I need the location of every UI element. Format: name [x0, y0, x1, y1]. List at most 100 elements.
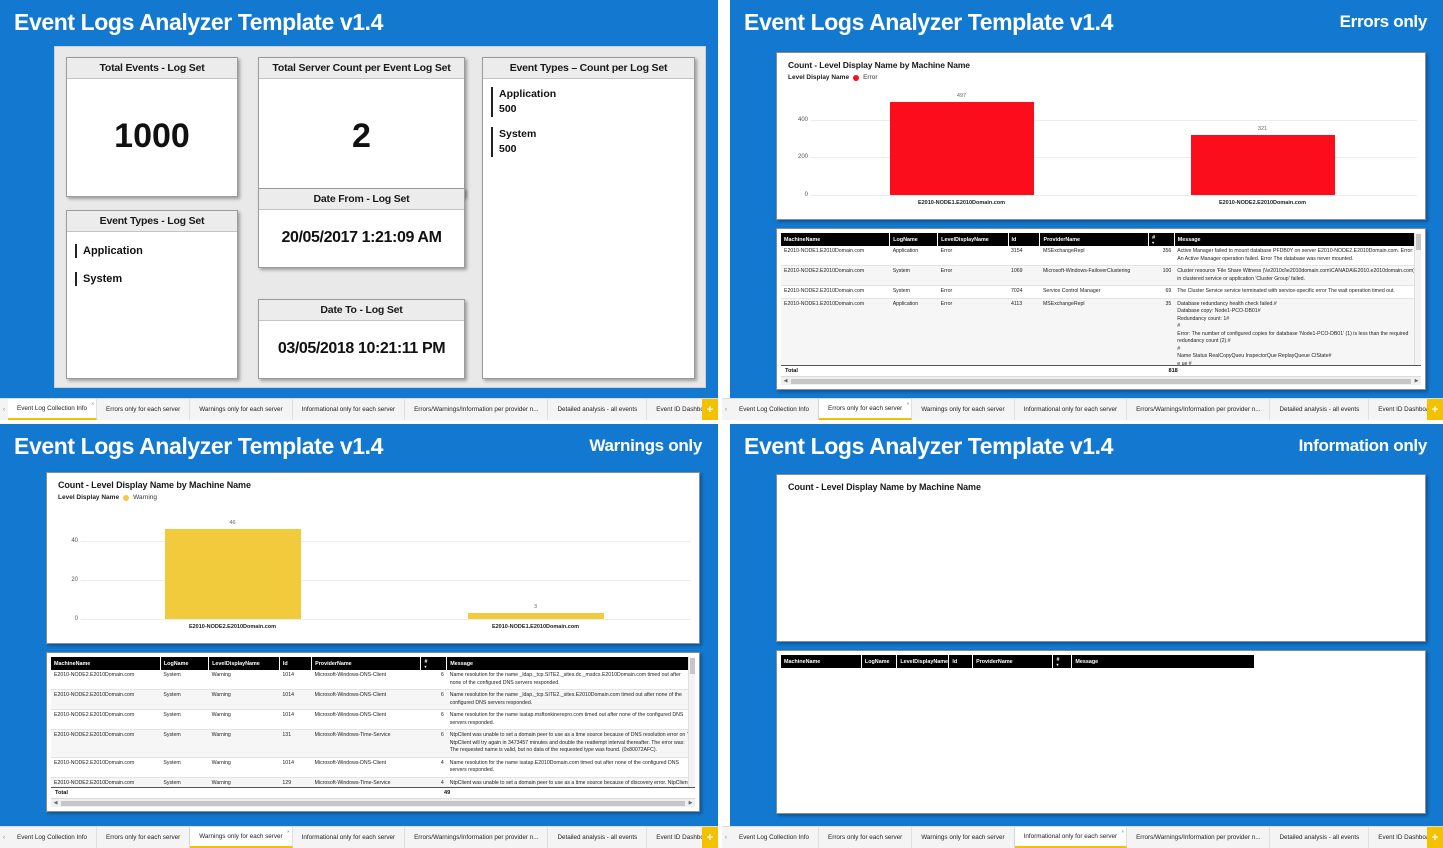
tab-informational-only-for-each-server[interactable]: Informational only for each server [292, 827, 406, 848]
tab-errors-warnings-information-per-provider-n[interactable]: Errors/Warnings/Information per provider… [1127, 827, 1271, 848]
tab-scroll-left-icon[interactable]: ‹ [722, 827, 730, 848]
tab-scroll-left-icon[interactable]: ‹ [0, 827, 8, 848]
information-table-scroll[interactable]: MachineName LogName LevelDisplayName Id Prov… [781, 655, 1421, 809]
tab-warnings-only-for-each-server[interactable]: Warnings only for each server × [190, 827, 293, 848]
column-header-id[interactable]: Id [279, 657, 313, 670]
scroll-thumb[interactable] [791, 378, 1411, 384]
column-header-message[interactable]: Message [1071, 655, 1255, 668]
column-header-id[interactable]: Id [1008, 233, 1041, 246]
tab-event-log-collection-info[interactable]: Event Log Collection Info [730, 399, 820, 420]
tab-errors-warnings-information-per-provider-n[interactable]: Errors/Warnings/Information per provider… [405, 827, 549, 848]
tab-warnings-only-for-each-server[interactable]: Warnings only for each server [190, 399, 293, 420]
add-tab-button[interactable]: + [1427, 399, 1443, 420]
column-header-message[interactable]: Message [1174, 233, 1421, 246]
card-event-types-log-set[interactable]: Event Types - Log Set Application System [66, 210, 238, 379]
tab-scroll-left-icon[interactable]: ‹ [722, 399, 730, 420]
warnings-table-scroll[interactable]: MachineName LogName LevelDisplayName Id Prov… [51, 657, 695, 807]
column-header-leveldisplayname[interactable]: LevelDisplayName [208, 657, 280, 670]
card-date-to[interactable]: Date To - Log Set 03/05/2018 10:21:11 PM [258, 299, 465, 379]
table-row[interactable]: E2010-NODE2.E2010Domain.com System Warning… [51, 709, 695, 730]
tab-event-id-dashboard[interactable]: Event ID Dashboard [647, 399, 702, 420]
tab-warnings-only-for-each-server[interactable]: Warnings only for each server [912, 827, 1015, 848]
add-tab-button[interactable]: + [702, 399, 718, 420]
tab-errors-warnings-information-per-provider-n[interactable]: Errors/Warnings/Information per provider… [1127, 399, 1271, 420]
table-panel-information[interactable]: MachineName LogName LevelDisplayName Id Prov… [776, 650, 1426, 814]
chart-panel-warnings[interactable]: Count - Level Display Name by Machine Na… [46, 472, 700, 644]
chart-panel-errors[interactable]: Count - Level Display Name by Machine Na… [776, 52, 1426, 220]
tab-errors-only-for-each-server[interactable]: Errors only for each server [97, 827, 191, 848]
tab-informational-only-for-each-server[interactable]: Informational only for each server [292, 399, 406, 420]
bar[interactable] [1190, 134, 1335, 195]
table-vertical-scrollbar[interactable]: ▾ [688, 657, 695, 798]
tab-event-id-dashboard[interactable]: Event ID Dashboard [1369, 399, 1427, 420]
column-header-leveldisplayname[interactable]: LevelDisplayName [896, 655, 950, 668]
card-total-events[interactable]: Total Events - Log Set 1000 [66, 57, 238, 197]
table-row[interactable]: E2010-NODE2.E2010Domain.com System Warning… [51, 729, 695, 758]
bar[interactable] [889, 101, 1034, 195]
column-header-machinename[interactable]: MachineName [781, 655, 862, 668]
column-header-providername[interactable]: ProviderName [972, 655, 1054, 668]
tab-errors-warnings-information-per-provider-n[interactable]: Errors/Warnings/Information per provider… [405, 399, 549, 420]
column-header-providername[interactable]: ProviderName [311, 657, 422, 670]
table-row[interactable]: E2010-NODE2.E2010Domain.com System Warning… [51, 689, 695, 710]
add-tab-button[interactable]: + [702, 827, 718, 848]
tab-errors-only-for-each-server[interactable]: Errors only for each server [97, 399, 191, 420]
table-row[interactable]: E2010-NODE1.E2010Domain.com Application Er… [781, 246, 1421, 266]
tab-event-id-dashboard[interactable]: Event ID Dashboard [647, 827, 702, 848]
table-horizontal-scrollbar[interactable]: ◀ ▶ [51, 798, 695, 807]
table-vertical-scrollbar[interactable]: ▾ [1414, 233, 1421, 376]
tab-errors-only-for-each-server[interactable]: Errors only for each server × [819, 399, 913, 420]
bar[interactable] [467, 613, 604, 619]
card-date-from[interactable]: Date From - Log Set 20/05/2017 1:21:09 A… [258, 188, 465, 268]
column-header-logname[interactable]: LogName [889, 233, 939, 246]
tab-detailed-analysis-all-events[interactable]: Detailed analysis - all events [1270, 399, 1370, 420]
tab-detailed-analysis-all-events[interactable]: Detailed analysis - all events [1270, 827, 1370, 848]
tab-informational-only-for-each-server[interactable]: Informational only for each server × [1014, 827, 1128, 848]
close-icon[interactable]: × [287, 829, 290, 834]
scroll-left-icon[interactable]: ◀ [783, 378, 788, 384]
tab-detailed-analysis-all-events[interactable]: Detailed analysis - all events [548, 399, 648, 420]
column-header-leveldisplayname[interactable]: LevelDisplayName [937, 233, 1009, 246]
table-row[interactable]: E2010-NODE2.E2010Domain.com System Error 70… [781, 285, 1421, 299]
scroll-right-icon[interactable]: ▶ [688, 800, 693, 806]
column-header-machinename[interactable]: MachineName [781, 233, 891, 246]
card-event-types-count-per-log-set[interactable]: Event Types – Count per Log Set Applicat… [482, 57, 695, 379]
tab-detailed-analysis-all-events[interactable]: Detailed analysis - all events [548, 827, 648, 848]
tab-errors-only-for-each-server[interactable]: Errors only for each server [819, 827, 913, 848]
tab-event-id-dashboard[interactable]: Event ID Dashboard [1369, 827, 1427, 848]
bar[interactable] [164, 528, 301, 619]
column-header--[interactable]: # ▾ [420, 657, 448, 670]
scroll-thumb[interactable] [1415, 234, 1421, 250]
tab-event-log-collection-info[interactable]: Event Log Collection Info [8, 827, 98, 848]
scroll-thumb[interactable] [689, 658, 695, 674]
column-header-machinename[interactable]: MachineName [51, 657, 161, 670]
table-row[interactable]: E2010-NODE1.E2010Domain.com Application Er… [781, 298, 1421, 371]
column-header--[interactable]: # ▾ [1052, 655, 1073, 668]
errors-table-scroll[interactable]: MachineName LogName LevelDisplayName Id Prov… [781, 233, 1421, 385]
table-panel-warnings[interactable]: MachineName LogName LevelDisplayName Id Prov… [46, 652, 700, 812]
scroll-thumb[interactable] [61, 800, 685, 806]
close-icon[interactable]: × [91, 401, 95, 406]
tab-event-log-collection-info[interactable]: Event Log Collection Info × [8, 399, 98, 420]
scroll-right-icon[interactable]: ▶ [1414, 378, 1419, 384]
table-row[interactable]: E2010-NODE2.E2010Domain.com System Warning… [51, 757, 695, 778]
tab-informational-only-for-each-server[interactable]: Informational only for each server [1014, 399, 1128, 420]
column-header-id[interactable]: Id [948, 655, 974, 668]
scroll-left-icon[interactable]: ◀ [53, 800, 58, 806]
tab-scroll-left-icon[interactable]: ‹ [0, 399, 8, 420]
close-icon[interactable]: × [906, 401, 910, 406]
column-header-message[interactable]: Message [446, 657, 695, 670]
table-horizontal-scrollbar[interactable]: ◀ ▶ [781, 376, 1421, 385]
close-icon[interactable]: × [1121, 829, 1125, 834]
table-row[interactable]: E2010-NODE2.E2010Domain.com System Error 10… [781, 265, 1421, 286]
column-header-logname[interactable]: LogName [861, 655, 898, 668]
tab-event-log-collection-info[interactable]: Event Log Collection Info [730, 827, 820, 848]
table-row[interactable]: E2010-NODE2.E2010Domain.com System Warning… [51, 670, 695, 690]
column-header-providername[interactable]: ProviderName [1039, 233, 1150, 246]
add-tab-button[interactable]: + [1427, 827, 1443, 848]
table-panel-errors[interactable]: MachineName LogName LevelDisplayName Id Prov… [776, 228, 1426, 390]
column-header--[interactable]: # ▾ [1148, 233, 1175, 246]
card-total-server-count[interactable]: Total Server Count per Event Log Set 2 [258, 57, 465, 197]
tab-warnings-only-for-each-server[interactable]: Warnings only for each server [912, 399, 1015, 420]
chart-panel-information[interactable]: Count - Level Display Name by Machine Na… [776, 474, 1426, 642]
